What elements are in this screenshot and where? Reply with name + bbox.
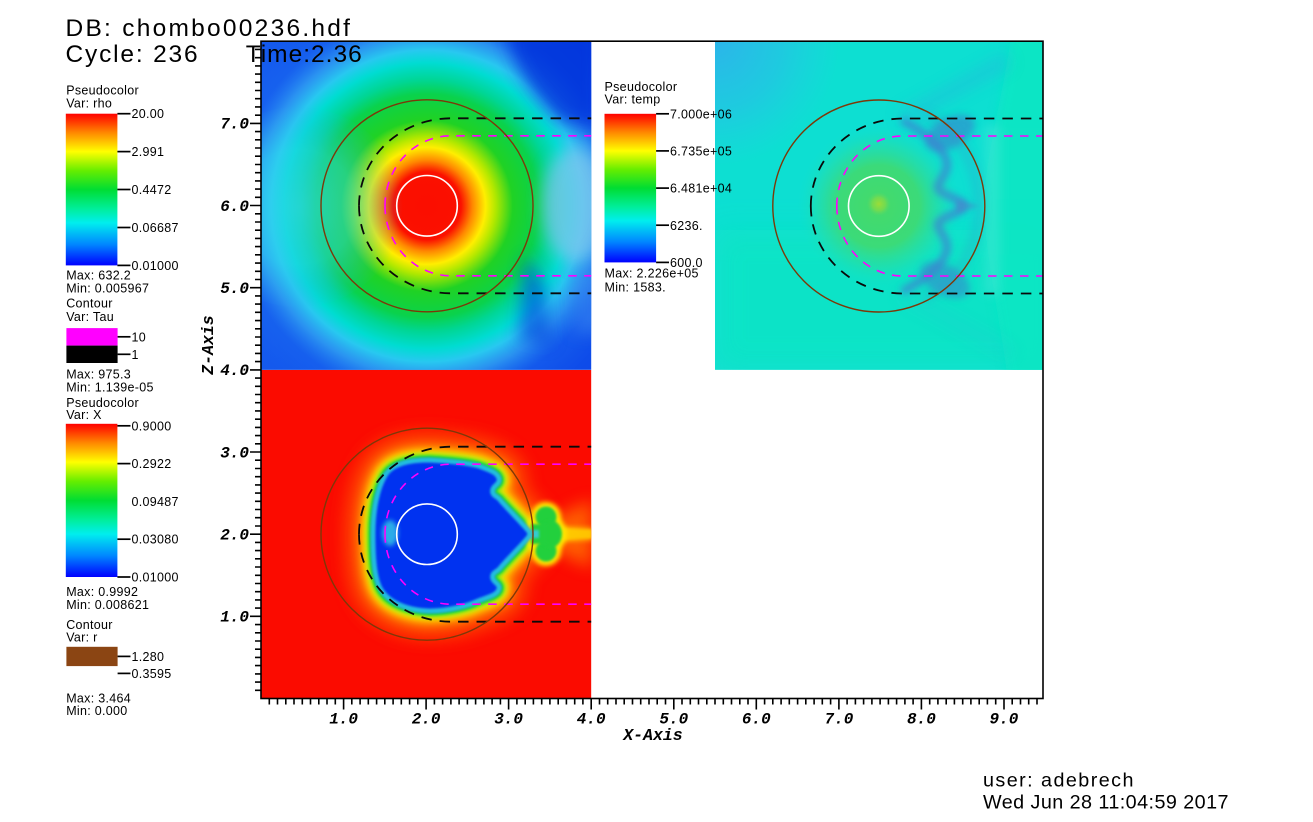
- svg-text:Min: 1.139e-05: Min: 1.139e-05: [66, 380, 154, 394]
- svg-text:6.0: 6.0: [220, 198, 249, 216]
- svg-text:user: adebrech: user: adebrech: [983, 770, 1135, 792]
- svg-text:6.0: 6.0: [742, 711, 771, 729]
- svg-text:0.3595: 0.3595: [132, 667, 172, 681]
- svg-text:1.0: 1.0: [220, 609, 249, 627]
- svg-text:DB: chombo00236.hdf: DB: chombo00236.hdf: [66, 15, 353, 42]
- svg-text:Pseudocolor: Pseudocolor: [605, 80, 678, 94]
- svg-text:Max: 0.9992: Max: 0.9992: [66, 585, 138, 599]
- svg-text:9.0: 9.0: [989, 711, 1018, 729]
- svg-text:Pseudocolor: Pseudocolor: [66, 84, 139, 98]
- svg-text:6.481e+04: 6.481e+04: [670, 182, 732, 196]
- svg-text:0.03080: 0.03080: [132, 533, 179, 547]
- svg-text:0.09487: 0.09487: [132, 495, 179, 509]
- svg-text:Min: 1583.: Min: 1583.: [605, 281, 666, 295]
- svg-text:5.0: 5.0: [659, 711, 688, 729]
- svg-text:Wed Jun 28 11:04:59 2017: Wed Jun 28 11:04:59 2017: [983, 792, 1229, 814]
- svg-text:Max: 2.226e+05: Max: 2.226e+05: [605, 267, 699, 281]
- svg-text:Time:2.36: Time:2.36: [246, 41, 363, 68]
- svg-text:600.0: 600.0: [670, 256, 703, 270]
- svg-text:Var: Tau: Var: Tau: [66, 310, 114, 324]
- svg-text:6236.: 6236.: [670, 219, 703, 233]
- svg-text:Var: temp: Var: temp: [605, 93, 661, 107]
- svg-text:0.4472: 0.4472: [132, 183, 172, 197]
- svg-text:10: 10: [132, 330, 147, 344]
- svg-text:Max: 975.3: Max: 975.3: [66, 368, 131, 382]
- svg-text:Min: 0.000: Min: 0.000: [66, 704, 127, 718]
- svg-text:1.280: 1.280: [132, 650, 165, 664]
- svg-text:7.0: 7.0: [220, 116, 249, 134]
- svg-text:Pseudocolor: Pseudocolor: [66, 396, 139, 410]
- svg-text:Cycle: 236: Cycle: 236: [66, 41, 200, 68]
- svg-text:20.00: 20.00: [132, 107, 165, 121]
- svg-text:8.0: 8.0: [907, 711, 936, 729]
- svg-text:0.2922: 0.2922: [132, 457, 172, 471]
- svg-text:Var: X: Var: X: [66, 408, 102, 422]
- svg-text:Var: rho: Var: rho: [66, 97, 112, 111]
- svg-text:6.735e+05: 6.735e+05: [670, 144, 732, 158]
- svg-text:Min: 0.008621: Min: 0.008621: [66, 598, 149, 612]
- svg-text:Min: 0.005967: Min: 0.005967: [66, 282, 149, 296]
- svg-text:7.0: 7.0: [824, 711, 853, 729]
- svg-text:Z-Axis: Z-Axis: [199, 315, 218, 376]
- svg-text:5.0: 5.0: [220, 280, 249, 298]
- svg-text:X-Axis: X-Axis: [622, 726, 683, 745]
- svg-text:0.06687: 0.06687: [132, 221, 179, 235]
- svg-text:Var: r: Var: r: [66, 631, 97, 645]
- svg-text:7.000e+06: 7.000e+06: [670, 107, 732, 121]
- svg-text:Contour: Contour: [66, 297, 113, 311]
- svg-text:3.0: 3.0: [494, 711, 523, 729]
- svg-text:0.9000: 0.9000: [132, 419, 172, 433]
- svg-text:Max: 632.2: Max: 632.2: [66, 269, 131, 283]
- svg-text:2.991: 2.991: [132, 145, 165, 159]
- svg-text:Contour: Contour: [66, 618, 113, 632]
- svg-text:3.0: 3.0: [220, 444, 249, 462]
- svg-text:4.0: 4.0: [577, 711, 606, 729]
- svg-text:0.01000: 0.01000: [132, 259, 179, 273]
- svg-text:4.0: 4.0: [220, 362, 249, 380]
- svg-text:0.01000: 0.01000: [132, 571, 179, 585]
- svg-text:1: 1: [132, 348, 139, 362]
- svg-text:Max: 3.464: Max: 3.464: [66, 692, 131, 706]
- svg-text:2.0: 2.0: [220, 527, 249, 545]
- svg-text:2.0: 2.0: [412, 711, 441, 729]
- svg-text:1.0: 1.0: [329, 711, 358, 729]
